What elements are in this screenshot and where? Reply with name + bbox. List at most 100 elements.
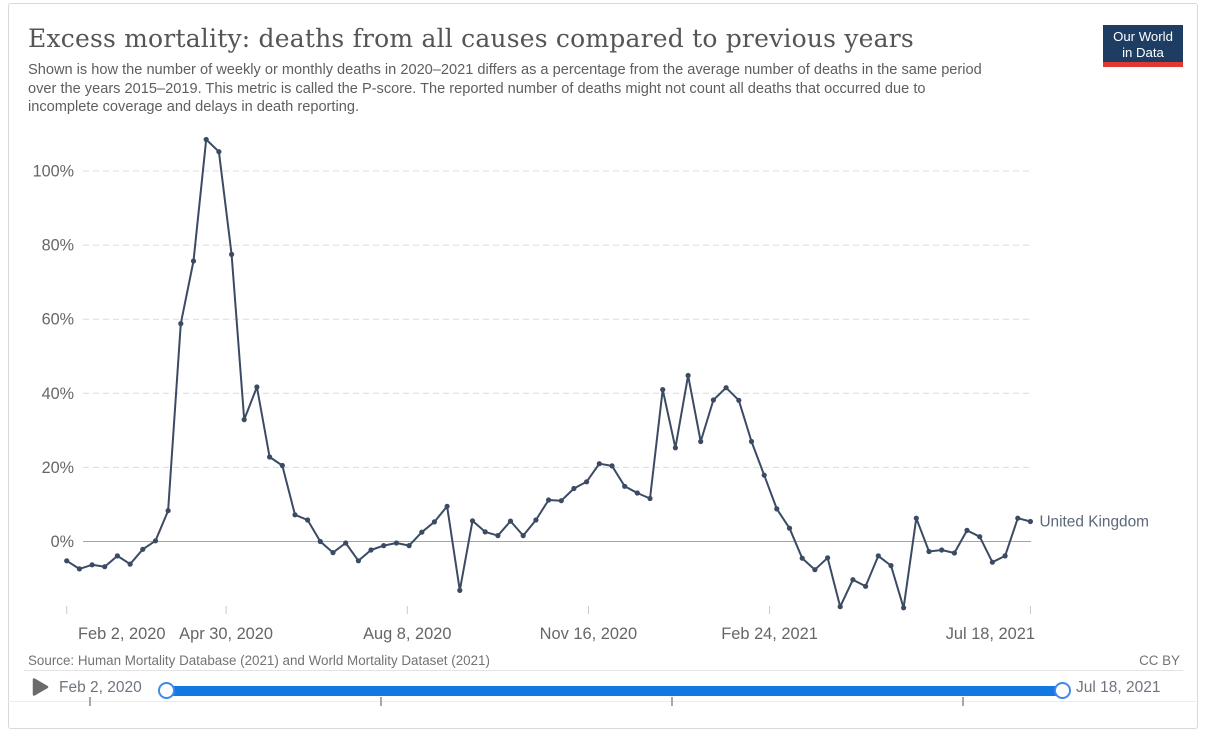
- x-axis-label: Aug 8, 2020: [363, 625, 451, 643]
- data-point-marker: [546, 497, 552, 503]
- data-point-marker: [419, 529, 425, 535]
- data-point-marker: [431, 519, 437, 525]
- data-point-marker: [634, 490, 640, 496]
- timeline-start-date: Feb 2, 2020: [59, 679, 142, 696]
- data-point-marker: [748, 438, 755, 445]
- data-point-marker: [76, 566, 82, 572]
- data-point-marker: [901, 605, 907, 611]
- data-point-marker: [812, 567, 818, 573]
- y-axis-label: 40%: [42, 385, 74, 403]
- series-label-united-kingdom: United Kingdom: [1039, 513, 1149, 530]
- data-point-marker: [368, 547, 374, 553]
- y-axis-label: 100%: [33, 163, 74, 181]
- data-point-marker: [926, 548, 932, 555]
- subtitle-line: Shown is how the number of weekly or mon…: [28, 62, 982, 78]
- data-point-marker: [660, 387, 666, 393]
- data-point-marker: [406, 543, 412, 549]
- data-point-marker: [596, 461, 602, 467]
- data-point-marker: [736, 397, 742, 403]
- timeline-slider-track[interactable]: [167, 686, 1063, 696]
- data-point-marker: [685, 372, 691, 379]
- timeline-end-date: Jul 18, 2021: [1076, 679, 1161, 696]
- data-point-marker: [229, 251, 235, 257]
- data-point-marker: [964, 527, 970, 534]
- timeline-handle-start[interactable]: [158, 682, 175, 699]
- x-axis-label: Jul 18, 2021: [946, 625, 1035, 643]
- x-axis-label: Feb 2, 2020: [78, 625, 165, 643]
- owid-logo: Our World in Data: [1103, 25, 1183, 67]
- play-button[interactable]: [31, 677, 51, 697]
- data-point-marker: [875, 553, 881, 559]
- data-point-marker: [672, 445, 679, 451]
- timeline-separator: [24, 670, 1183, 671]
- data-point-marker: [837, 604, 843, 610]
- source-text: Source: Human Mortality Database (2021) …: [28, 653, 490, 668]
- data-point-marker: [330, 550, 336, 556]
- data-point-marker: [761, 472, 767, 478]
- data-point-marker: [140, 546, 146, 552]
- data-point-marker: [292, 512, 298, 518]
- data-point-marker: [216, 149, 222, 155]
- data-point-marker: [520, 533, 526, 539]
- data-point-marker: [609, 463, 615, 469]
- data-point-marker: [799, 555, 805, 561]
- data-point-marker: [571, 485, 577, 492]
- data-point-marker: [152, 538, 159, 544]
- data-point-marker: [89, 562, 95, 568]
- y-axis-label: 80%: [42, 237, 74, 255]
- data-point-marker: [495, 533, 501, 539]
- data-point-marker: [939, 547, 945, 553]
- bottom-edge-tick: [962, 697, 964, 706]
- data-point-marker: [1015, 515, 1021, 521]
- data-point-marker: [977, 534, 983, 540]
- data-point-marker: [888, 563, 894, 569]
- data-point-marker: [482, 529, 488, 535]
- subtitle-line: over the years 2015–2019. This metric is…: [28, 80, 926, 97]
- data-point-marker: [165, 508, 171, 514]
- license-link[interactable]: CC BY: [1139, 653, 1180, 668]
- data-point-marker: [241, 417, 247, 423]
- data-point-marker: [913, 515, 919, 521]
- data-point-marker: [355, 558, 361, 564]
- x-axis-label: Apr 30, 2020: [179, 625, 273, 643]
- data-point-marker: [786, 525, 793, 531]
- data-point-marker: [951, 550, 958, 556]
- play-icon: [32, 678, 49, 696]
- timeline-handle-end[interactable]: [1054, 682, 1071, 699]
- data-point-marker: [305, 517, 311, 523]
- data-point-marker: [863, 583, 869, 589]
- uk-excess-mortality-line: [65, 138, 1032, 609]
- data-point-marker: [825, 555, 831, 561]
- x-axis-label: Feb 24, 2021: [721, 625, 818, 643]
- data-point-marker: [710, 397, 717, 403]
- data-point-marker: [203, 136, 209, 143]
- data-point-marker: [558, 498, 564, 504]
- data-point-marker: [1027, 518, 1033, 525]
- data-point-marker: [267, 454, 273, 460]
- data-point-marker: [444, 503, 450, 509]
- data-point-marker: [279, 462, 285, 469]
- bottom-edge-tick: [380, 697, 382, 706]
- data-point-marker: [343, 540, 349, 546]
- data-point-marker: [127, 561, 133, 567]
- data-point-marker: [850, 577, 856, 583]
- data-point-marker: [178, 321, 184, 327]
- data-point-marker: [393, 540, 399, 546]
- bottom-edge-tick: [89, 697, 91, 706]
- owid-excess-mortality-page: { "header": { "title": "Excess mortality…: [8, 3, 1199, 729]
- data-point-marker: [533, 517, 539, 523]
- data-point-marker: [989, 559, 996, 565]
- data-point-marker: [190, 258, 197, 264]
- y-axis-label: 0%: [51, 533, 74, 551]
- owid-logo-line2: in Data: [1122, 44, 1164, 60]
- data-point-marker: [254, 384, 260, 390]
- data-point-marker: [774, 506, 780, 512]
- page-title: Excess mortality: deaths from all causes…: [28, 24, 914, 53]
- bottom-edge-tick: [671, 697, 673, 706]
- data-point-marker: [102, 564, 108, 570]
- subtitle-line: incomplete coverage and delays in death …: [28, 99, 360, 116]
- data-point-marker: [584, 479, 590, 485]
- data-point-marker: [698, 438, 704, 445]
- data-point-marker: [622, 483, 628, 489]
- data-point-marker: [507, 518, 514, 524]
